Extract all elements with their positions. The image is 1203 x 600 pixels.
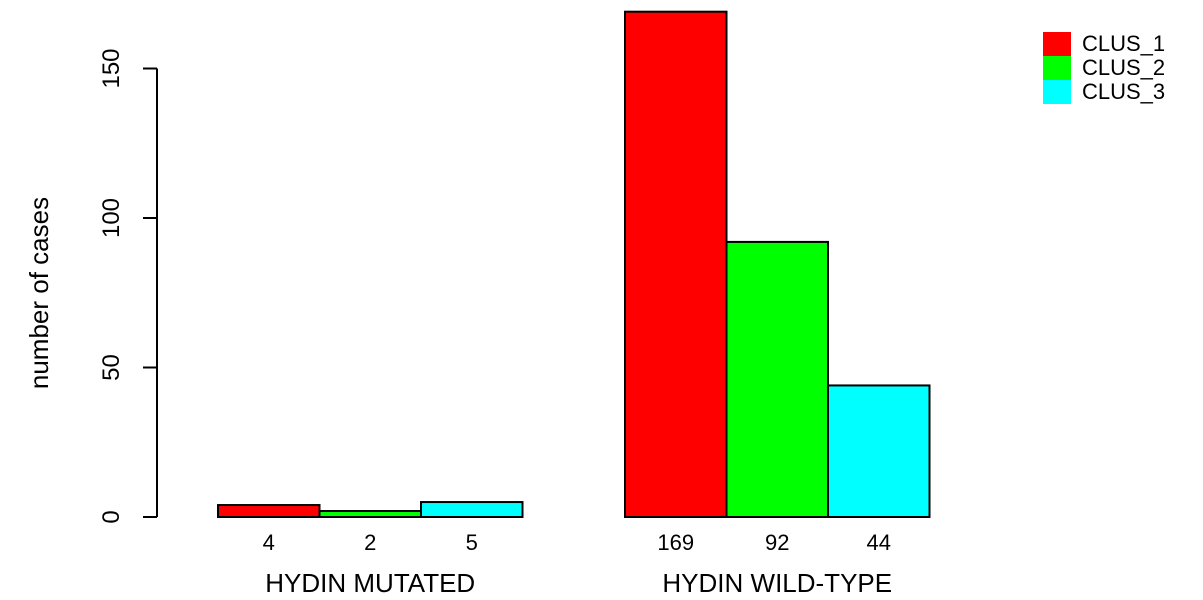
bar-clus-1 — [624, 10, 728, 518]
y-axis: 0 50 100 150 — [98, 48, 158, 524]
y-tick-label: 50 — [98, 354, 125, 381]
y-tick-label: 0 — [98, 510, 125, 523]
bar-value-label: 4 — [263, 530, 275, 555]
bars — [217, 10, 931, 519]
group-label: HYDIN MUTATED — [265, 568, 475, 598]
legend-swatch — [1043, 32, 1071, 56]
bar-value-label: 2 — [364, 530, 376, 555]
y-tick-label: 100 — [98, 198, 125, 238]
legend-label: CLUS_1 — [1082, 31, 1165, 56]
bar-value-label: 44 — [867, 530, 891, 555]
group-label: HYDIN WILD-TYPE — [662, 568, 892, 598]
y-axis-label: number of cases — [24, 197, 54, 389]
y-tick-label: 150 — [98, 48, 125, 88]
bar-clus-2 — [725, 240, 829, 518]
data-labels: 4 2 5 169 92 44 — [263, 530, 891, 555]
legend-label: CLUS_3 — [1082, 79, 1165, 104]
bar-clus-2 — [318, 510, 422, 518]
bar-value-label: 5 — [466, 530, 478, 555]
bar-clus-3 — [827, 384, 931, 518]
group-labels: HYDIN MUTATED HYDIN WILD-TYPE — [265, 568, 892, 598]
bar-value-label: 92 — [765, 530, 789, 555]
legend-label: CLUS_2 — [1082, 55, 1165, 80]
bar-clus-3 — [420, 501, 524, 518]
bar-value-label: 169 — [657, 530, 694, 555]
legend-swatch — [1043, 80, 1071, 104]
bar-clus-1 — [217, 504, 321, 519]
legend-swatch — [1043, 56, 1071, 80]
